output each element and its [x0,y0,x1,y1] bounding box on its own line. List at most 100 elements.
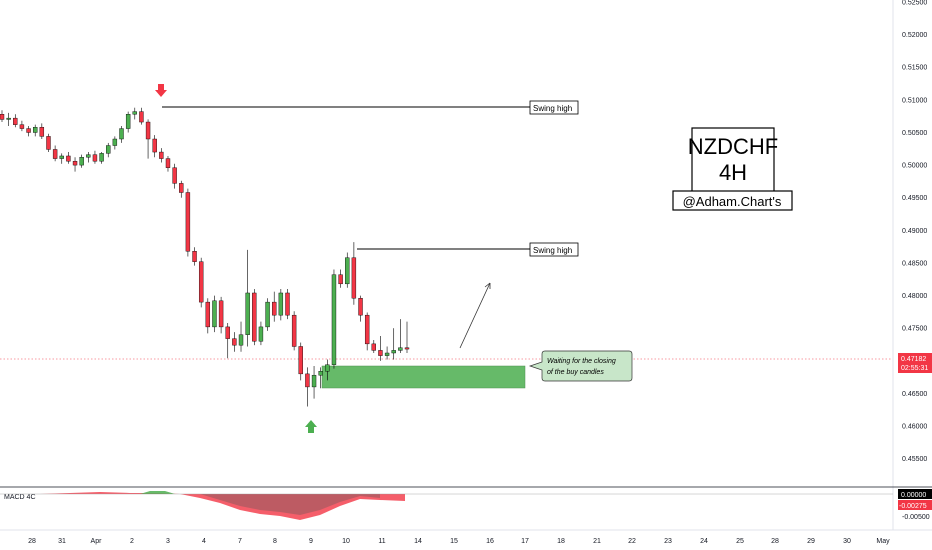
low-up-arrow [305,420,317,433]
candle-up [6,117,11,120]
macd-area-red [0,492,405,520]
candle-down [52,149,58,159]
candle-up [125,114,131,129]
macd-axis-tick: -0.00500 [902,514,930,521]
macd-tags: 0.00000 -0.00275 -0.00500 [898,489,932,521]
candle-down [92,154,98,162]
candle-up [331,274,337,365]
timeframe-title: 4H [719,160,747,185]
price-tick-label: 0.51000 [902,97,927,104]
macd-tag-value-bg [898,500,932,510]
note-line-2: of the buy candles [547,369,604,376]
price-axis[interactable]: 0.52500 0.52000 0.51500 0.51000 0.50500 0.500… [902,0,927,463]
candle-down [291,314,297,347]
candle-down [72,160,78,166]
projection-arrow-head [484,282,491,289]
macd-tag-value: -0.00275 [899,503,927,510]
demand-zone[interactable] [321,365,526,389]
title-card: NZDCHF 4H @Adham.Chart's [672,127,793,211]
candle-up [345,257,350,285]
candle-up [311,374,317,388]
candle-down [152,138,157,153]
time-tick-label: 24 [700,538,708,545]
candles [0,107,410,407]
candle-down [0,114,5,120]
price-tick-label: 0.48500 [902,260,927,267]
candle-up [325,364,330,372]
candle-down [145,121,151,140]
candle-down [305,373,310,388]
candle-down [358,297,363,316]
price-tick-label: 0.46000 [902,424,927,431]
candle-down [371,343,376,351]
candle-up [278,292,284,316]
candle-down [39,127,45,137]
candle-up [245,292,250,335]
time-tick-label: 4 [202,538,206,545]
candle-up [119,128,124,140]
price-tick-label: 0.49500 [902,195,927,202]
price-tick-label: 0.49000 [902,228,927,235]
candle-down [185,192,191,252]
time-tick-label: 31 [58,538,66,545]
projection-arrow[interactable] [459,282,491,349]
handle-box [672,190,793,211]
time-tick-label: May [876,538,890,545]
price-tick-label: 0.46500 [902,391,927,398]
time-tick-label: Apr [91,538,103,545]
candle-up [112,138,118,146]
candle-down [66,155,71,162]
candle-down [364,314,370,345]
price-tick-label: 0.48000 [902,293,927,300]
swing-high-label-box-2 [529,242,579,257]
price-tag-countdown: 02:55:31 [901,365,928,372]
author-handle: @Adham.Chart's [683,194,782,209]
price-tag-value: 0.47182 [901,356,926,363]
time-tick-label: 18 [557,538,565,545]
candle-down [218,300,224,328]
price-tick-label: 0.50500 [902,130,927,137]
time-tick-label: 14 [414,538,422,545]
candle-up [106,145,111,154]
time-tick-label: 29 [807,538,815,545]
price-tick-label: 0.50000 [902,163,927,170]
candle-down [159,151,164,159]
price-tick-label: 0.51500 [902,65,927,72]
note-bubble [528,350,633,382]
candle-down [192,251,197,262]
time-tick-label: 28 [771,538,779,545]
symbol-title: NZDCHF [688,134,778,159]
candle-up [258,326,264,342]
candle-up [99,153,104,162]
price-tick-label: 0.52500 [902,0,927,7]
macd-tag-zero-bg [898,489,932,499]
time-tick-label: 10 [342,538,350,545]
candle-down [272,301,277,316]
candle-up [384,352,390,356]
macd-label: MACD 4C [4,494,36,501]
time-tick-label: 9 [309,538,313,545]
title-box [691,127,775,193]
time-tick-label: 16 [486,538,494,545]
time-tick-label: 15 [450,538,458,545]
note-line-1: Waiting for the closing [547,358,616,365]
time-tick-label: 28 [28,538,36,545]
candle-up [238,334,244,346]
candle-down [351,257,357,299]
time-tick-label: 23 [664,538,672,545]
candle-down [404,347,410,350]
price-tag-bg [898,353,932,373]
candle-down [205,301,211,328]
swing-high-label-box-1 [529,100,579,115]
candle-up [398,347,403,351]
swing-high-label-2: Swing high [533,246,572,255]
candle-down [378,350,383,356]
swing-high-lines[interactable]: Swing high Swing high [162,100,579,257]
candle-down [285,292,290,316]
candle-up [391,350,396,354]
current-price-tag: 0.47182 02:55:31 [898,353,932,373]
time-axis[interactable]: 28 31 Apr 2 3 4 7 8 9 10 11 14 15 16 17 18 21 22 23 24 25 28 2… [28,538,890,545]
candle-down [298,346,303,375]
note-callout[interactable]: Waiting for the closing of the buy candl… [528,350,633,382]
